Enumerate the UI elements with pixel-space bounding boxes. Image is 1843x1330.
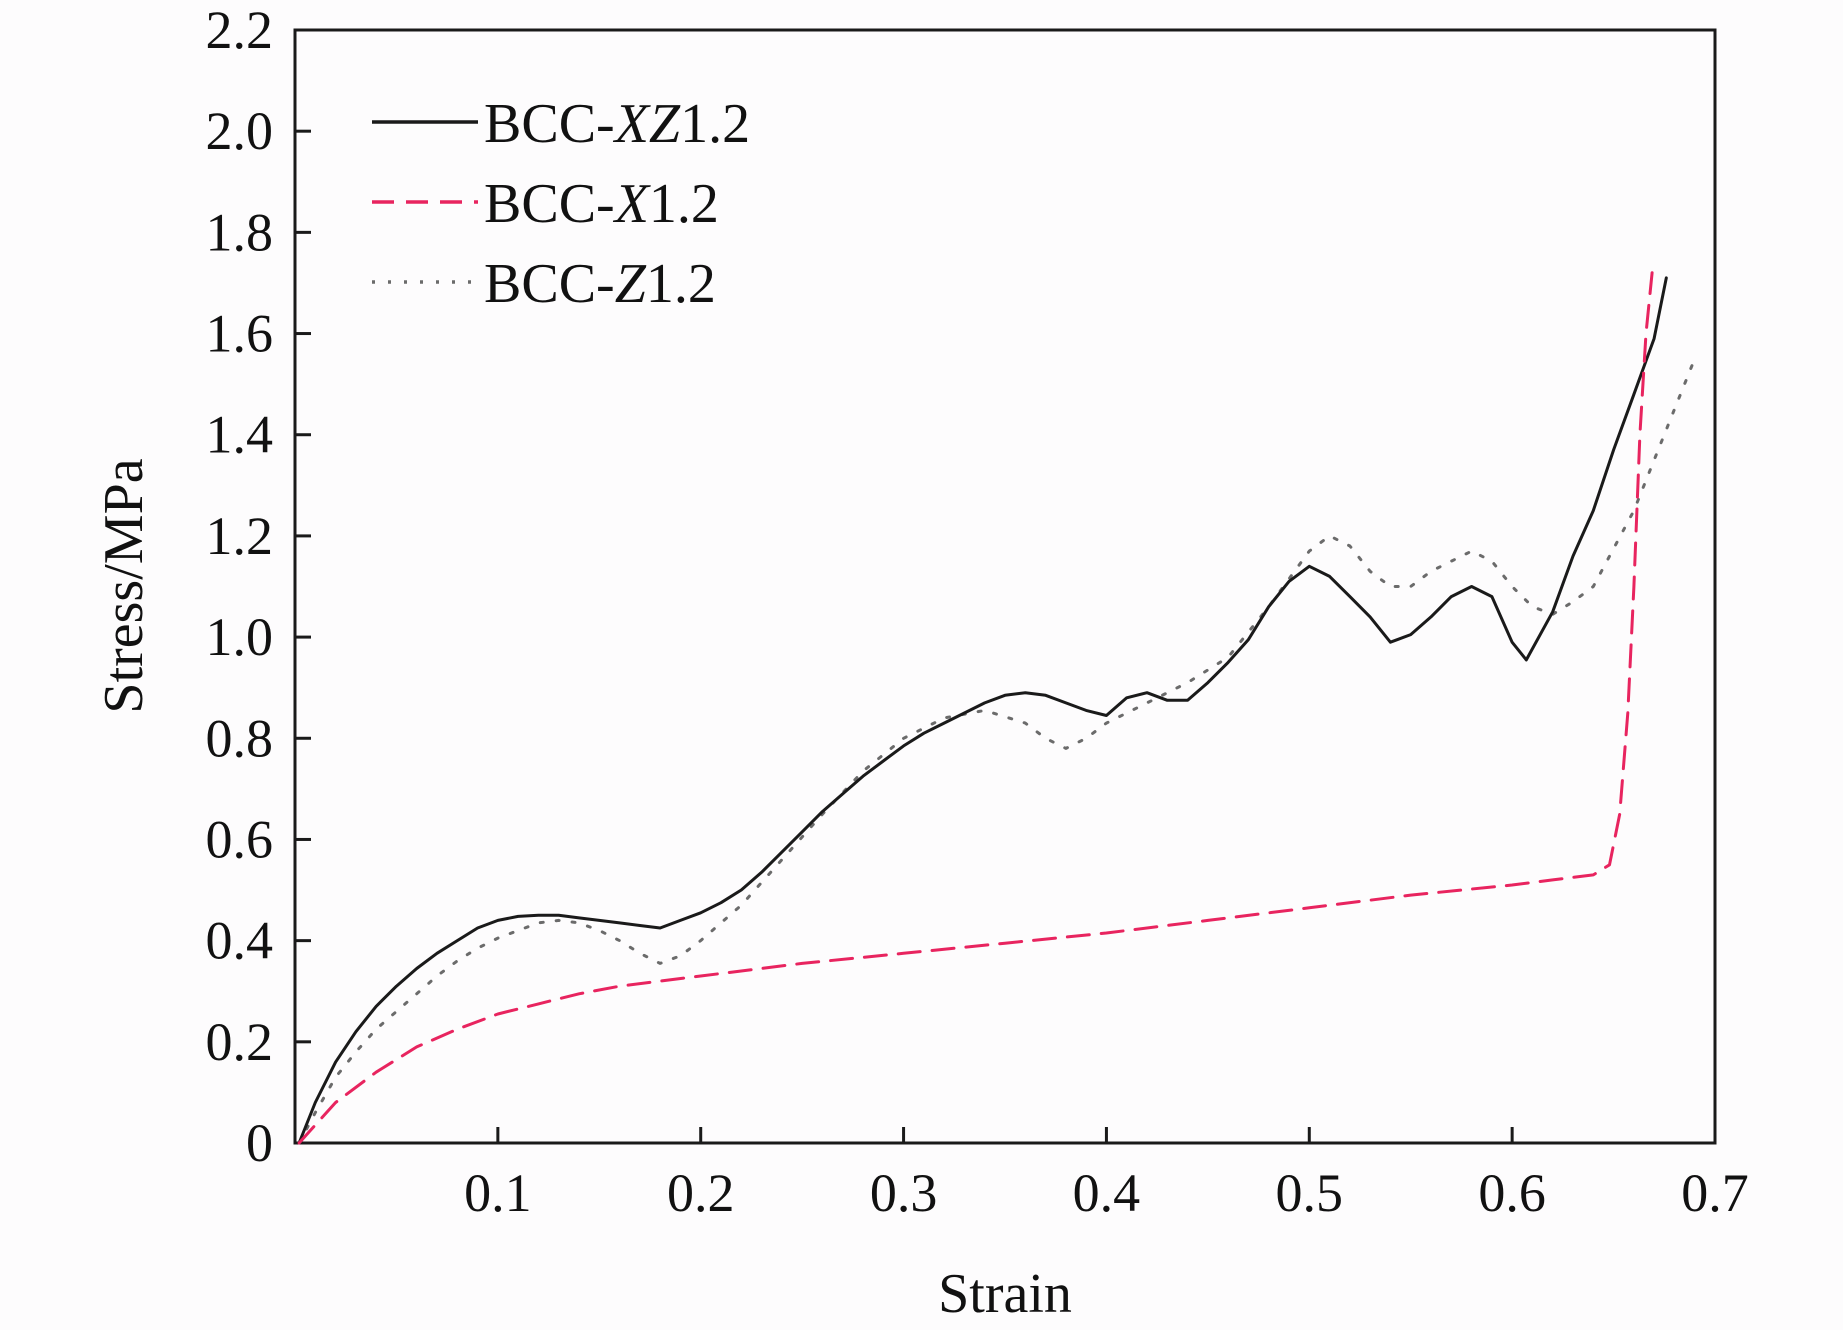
series-line-bcc-x1.2	[297, 271, 1654, 1145]
series-line-bcc-xz1.2	[297, 276, 1668, 1145]
legend-label-prefix: BCC-	[484, 93, 615, 155]
legend-label: BCC-XZ1.2	[484, 93, 750, 155]
series-lines	[297, 271, 1697, 1145]
x-axis-title: Strain	[938, 1263, 1072, 1325]
series-line-bcc-z1.2	[297, 357, 1697, 1145]
y-tick-label: 1.8	[206, 202, 274, 262]
y-tick-label: 0.4	[206, 911, 274, 971]
legend-label-italic: XZ	[613, 93, 681, 155]
legend-label: BCC-Z1.2	[484, 253, 716, 315]
x-tick-label: 0.1	[464, 1163, 532, 1223]
y-tick-label: 1.6	[206, 304, 274, 364]
x-tick-label: 0.7	[1681, 1163, 1749, 1223]
y-axis-ticks: 0 0.2 0.4 0.6 0.8 1.0 1.2 1.4 1.6 1.8 2.0 2.2	[206, 0, 311, 1173]
y-tick-label: 0.6	[206, 809, 274, 869]
legend-label-prefix: BCC-	[484, 173, 615, 235]
plot-frame	[293, 28, 1717, 1145]
y-tick-label: 1.0	[206, 607, 274, 667]
y-tick-label: 0.2	[206, 1012, 274, 1072]
x-tick-label: 0.6	[1478, 1163, 1546, 1223]
legend-label-suffix: 1.2	[649, 173, 719, 235]
x-tick-label: 0.5	[1276, 1163, 1344, 1223]
x-tick-label: 0.4	[1073, 1163, 1141, 1223]
y-axis-title: Stress/MPa	[93, 458, 155, 713]
legend-label: BCC-X1.2	[484, 173, 719, 235]
y-tick-label: 1.4	[206, 405, 274, 465]
y-tick-label: 0	[246, 1113, 273, 1173]
x-tick-label: 0.3	[870, 1163, 938, 1223]
x-axis-ticks: 0.1 0.2 0.3 0.4 0.5 0.6 0.7	[464, 1127, 1749, 1223]
legend-label-suffix: 1.2	[646, 253, 716, 315]
y-tick-label: 0.8	[206, 708, 274, 768]
y-tick-label: 2.0	[206, 101, 274, 161]
legend-label-italic: Z	[615, 253, 647, 315]
y-tick-label: 2.2	[206, 0, 274, 60]
legend-label-prefix: BCC-	[484, 253, 615, 315]
y-tick-label: 1.2	[206, 506, 274, 566]
legend-label-suffix: 1.2	[680, 93, 750, 155]
x-tick-label: 0.2	[667, 1163, 735, 1223]
legend-label-italic: X	[613, 173, 652, 235]
